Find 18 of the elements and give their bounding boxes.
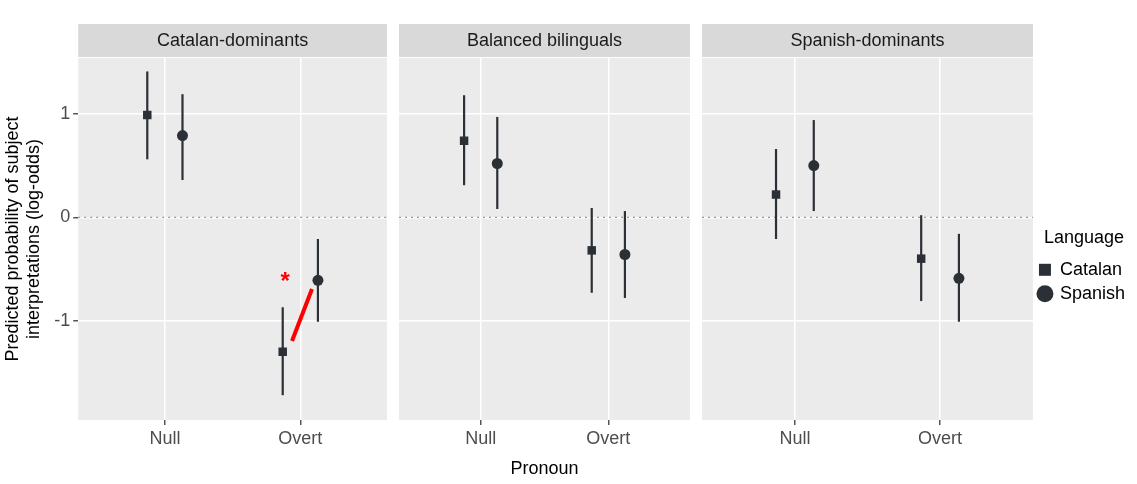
chart-title: Balanced bilinguals: [466, 29, 623, 50]
chart-title: Spanish-dominants: [790, 29, 945, 50]
legend-label: Catalan: [1059, 258, 1122, 279]
x-tick-label: Null: [465, 427, 497, 448]
legend-label: Spanish: [1059, 282, 1126, 303]
y-tick-label: 1: [60, 102, 71, 123]
chart-title: Catalan-dominants: [157, 29, 309, 50]
y-tick-label: -1: [54, 309, 71, 330]
x-tick-label: Null: [149, 427, 181, 448]
x-tick-label: Overt: [586, 427, 631, 448]
x-axis-title: Pronoun: [510, 458, 579, 479]
legend-title: Language: [1043, 227, 1125, 248]
x-tick-label: Null: [779, 427, 811, 448]
annotation: *: [280, 267, 291, 295]
x-tick-label: Overt: [278, 427, 323, 448]
y-axis-title: Predicted probability of subject interpretations (log-odds): [1, 116, 44, 362]
y-tick-label: 0: [60, 206, 71, 227]
x-tick-label: Overt: [918, 427, 963, 448]
